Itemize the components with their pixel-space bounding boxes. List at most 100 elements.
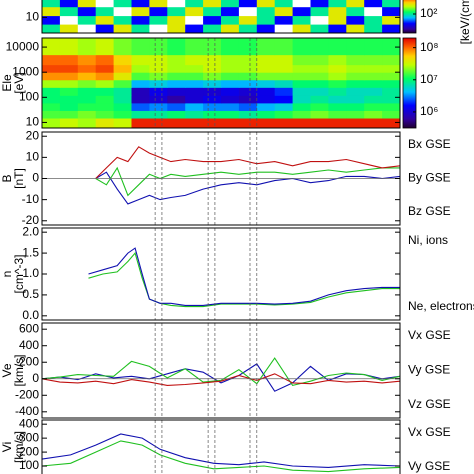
heatmap-cell [238, 15, 258, 25]
panel [42, 323, 400, 418]
heatmap-cell [310, 64, 329, 73]
colorbar-tick-label: 10⁷ [420, 72, 438, 86]
y-tick-label: 10 [26, 115, 40, 129]
colorbar-tick-label: 10⁶ [420, 104, 438, 118]
heatmap-cell [167, 38, 186, 56]
heatmap-cell [238, 118, 258, 128]
heatmap-cell [256, 64, 276, 73]
heatmap-cell [59, 15, 79, 25]
heatmap-cell [238, 6, 258, 17]
heatmap-cell [167, 54, 186, 66]
heatmap-cell [256, 79, 276, 88]
heatmap-cell [221, 87, 240, 96]
heatmap-cell [131, 79, 150, 88]
y-tick-label: 100 [19, 89, 39, 103]
heatmap-cell [77, 102, 97, 111]
colorbar [402, 37, 417, 129]
heatmap-cell [328, 118, 347, 128]
heatmap-cell [203, 0, 222, 8]
heatmap-cell [382, 6, 400, 17]
heatmap-cell [292, 24, 311, 33]
y-tick-label: 300 [19, 430, 39, 444]
heatmap-cell [131, 38, 150, 56]
heatmap-cell [382, 0, 400, 8]
heatmap-cell [274, 6, 294, 17]
legend-entry: Ne, electrons [408, 299, 474, 313]
heatmap-cell [42, 54, 61, 66]
heatmap-cell [292, 110, 311, 119]
heatmap-cell [274, 72, 294, 81]
heatmap-cell [382, 102, 400, 111]
y-tick-label: 1000 [12, 64, 39, 78]
series-line [88, 251, 400, 308]
heatmap-cell [203, 38, 222, 56]
heatmap-cell [328, 0, 347, 8]
heatmap-cell [185, 15, 204, 25]
y-tick-label: 600 [19, 321, 39, 335]
heatmap-cell [59, 72, 79, 81]
heatmap-cell [167, 79, 186, 88]
heatmap-cell [42, 64, 61, 73]
panel-frame [41, 0, 401, 34]
heatmap-cell [310, 87, 329, 96]
heatmap-cell [131, 102, 150, 111]
heatmap-cell [95, 118, 115, 128]
heatmap-cell [221, 64, 240, 73]
heatmap-cell [346, 38, 365, 56]
heatmap-cell [328, 38, 347, 56]
series-line [42, 373, 400, 386]
heatmap-cell [346, 6, 365, 17]
y-tick-label: 200 [19, 444, 39, 458]
heatmap-cell [42, 118, 61, 128]
heatmap-cell [382, 118, 400, 128]
heatmap-cell [42, 72, 61, 81]
heatmap-cell [203, 24, 222, 33]
colorbar-tick-label: 10² [420, 6, 437, 20]
heatmap-cell [364, 118, 383, 128]
y-axis-label: [km/s] [12, 431, 26, 463]
heatmap-cell [113, 0, 132, 8]
heatmap-cell [256, 95, 276, 104]
heatmap-cell [77, 72, 97, 81]
heatmap-cell [382, 79, 400, 88]
heatmap-cell [185, 38, 204, 56]
heatmap-cell [95, 24, 115, 33]
heatmap-cell [59, 102, 79, 111]
heatmap-cell [346, 64, 365, 73]
heatmap-cell [328, 79, 347, 88]
heatmap-cell [238, 54, 258, 66]
legend-entry: By GSE [408, 171, 451, 185]
heatmap-cell [221, 72, 240, 81]
heatmap-cell [113, 15, 132, 25]
heatmap-cell [310, 38, 329, 56]
heatmap-cell [346, 24, 365, 33]
heatmap-cell [59, 24, 79, 33]
heatmap-cell [328, 72, 347, 81]
heatmap-cell [167, 24, 186, 33]
heatmap-cell [113, 6, 132, 17]
heatmap-cell [167, 110, 186, 119]
heatmap-cell [77, 15, 97, 25]
heatmap-cell [382, 24, 400, 33]
heatmap-cell [256, 87, 276, 96]
heatmap-cell [131, 95, 150, 104]
heatmap-cell [328, 64, 347, 73]
heatmap-cell [310, 102, 329, 111]
heatmap-cell [95, 64, 115, 73]
heatmap-cell [42, 79, 61, 88]
heatmap-cell [77, 110, 97, 119]
heatmap-cell [274, 110, 294, 119]
y-axis-label: Ve [0, 363, 14, 377]
heatmap-cell [364, 15, 383, 25]
heatmap-cell [238, 87, 258, 96]
heatmap-cell [364, 6, 383, 17]
series-line [42, 357, 400, 387]
heatmap-cell [167, 0, 186, 8]
heatmap-cell [328, 15, 347, 25]
heatmap-cell [382, 15, 400, 25]
heatmap-cell [113, 79, 132, 88]
heatmap-cell [364, 95, 383, 104]
heatmap-cell [113, 87, 132, 96]
heatmap-cell [310, 118, 329, 128]
heatmap-cell [364, 110, 383, 119]
